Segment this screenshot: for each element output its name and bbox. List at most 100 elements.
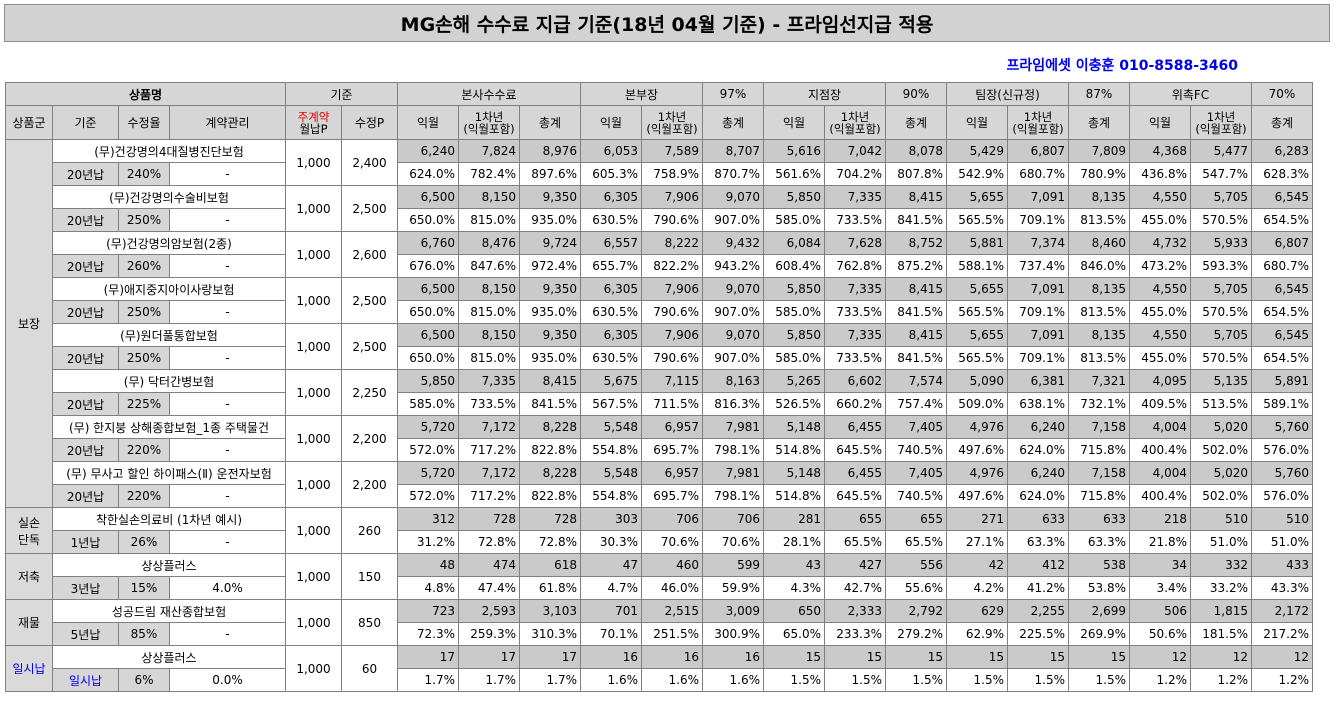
commission-amount: 6,760 [397, 231, 459, 255]
commission-pct: 63.3% [1068, 530, 1130, 554]
header-year1-bottom: (익월포함) [463, 121, 515, 136]
commission-amount: 5,720 [397, 461, 459, 485]
commission-amount: 6,545 [1251, 185, 1313, 209]
commission-pct: 935.0% [519, 208, 581, 232]
product-row: 일시납 상상플러스 1,000 60 17 17 17 16 16 16 15 15 15 15 15 15 1… [5, 645, 1313, 692]
header-year1-top: 1차년 [657, 109, 687, 124]
commission-pct: 72.8% [519, 530, 581, 554]
commission-pct: 4.3% [763, 576, 825, 600]
commission-pct: 655.7% [580, 254, 642, 278]
contract-mgmt: - [169, 300, 286, 324]
commission-amount: 5,090 [946, 369, 1008, 393]
commission-pct: 654.5% [1251, 208, 1313, 232]
commission-pct: 70.1% [580, 622, 642, 646]
product-name: (무) 닥터간병보험 [52, 369, 286, 393]
header-group-team: 팀장(신규정) [946, 82, 1069, 106]
commission-pct: 1.5% [1068, 668, 1130, 692]
commission-amount: 8,752 [885, 231, 947, 255]
commission-amount: 460 [641, 553, 703, 577]
commission-amount: 5,265 [763, 369, 825, 393]
adjusted-premium: 2,400 [341, 139, 398, 186]
fee-rate: 240% [118, 162, 170, 186]
commission-pct: 279.2% [885, 622, 947, 646]
commission-amount: 6,500 [397, 185, 459, 209]
commission-amount: 8,415 [885, 323, 947, 347]
commission-amount: 6,283 [1251, 139, 1313, 163]
header-group-fc-pct: 70% [1251, 82, 1313, 106]
commission-amount: 8,707 [702, 139, 764, 163]
commission-pct: 42.7% [824, 576, 886, 600]
commission-amount: 6,455 [824, 461, 886, 485]
main-contract-premium: 1,000 [285, 323, 342, 370]
commission-amount: 303 [580, 507, 642, 531]
commission-pct: 233.3% [824, 622, 886, 646]
header-group-division: 본부장 [580, 82, 703, 106]
commission-pct: 1.6% [580, 668, 642, 692]
commission-amount: 5,429 [946, 139, 1008, 163]
commission-amount: 7,091 [1007, 185, 1069, 209]
product-row: 실손 단독 착한실손의료비 (1차년 예시) 1,000 260 312 728 728 30… [5, 507, 1313, 554]
commission-pct: 436.8% [1129, 162, 1191, 186]
commission-pct: 554.8% [580, 484, 642, 508]
product-name: 상상플러스 [52, 553, 286, 577]
commission-pct: 695.7% [641, 484, 703, 508]
commission-pct: 695.7% [641, 438, 703, 462]
payment-term: 20년납 [52, 162, 119, 186]
header-group-branch-pct: 90% [885, 82, 947, 106]
commission-amount: 7,335 [824, 277, 886, 301]
product-row-pct: 20년납 260% - 676.0% 847.6% 972.4% 655.7% 822.2% 9… [6, 254, 1313, 278]
commission-pct: 70.6% [702, 530, 764, 554]
commission-amount: 6,957 [641, 415, 703, 439]
commission-pct: 43.3% [1251, 576, 1313, 600]
commission-amount: 15 [1007, 645, 1069, 669]
commission-amount: 7,172 [458, 461, 520, 485]
commission-amount: 6,602 [824, 369, 886, 393]
commission-amount: 16 [580, 645, 642, 669]
header-row-2: 상품군 기준 수정율 계약관리 주계약 월납P 수정P 익월 1차년 (익월포함) 총… [5, 105, 1313, 140]
commission-pct: 51.0% [1251, 530, 1313, 554]
commission-amount: 3,009 [702, 599, 764, 623]
product-row-pct: 20년납 220% -572.0% 717.2% 822.8% 554.8% 695.7% 7… [6, 484, 1313, 508]
commission-amount: 6,053 [580, 139, 642, 163]
commission-amount: 6,557 [580, 231, 642, 255]
commission-amount: 12 [1251, 645, 1313, 669]
commission-amount: 4,004 [1129, 461, 1191, 485]
product-row: (무)건강명의암보험(2종) 1,000 2,600 6,760 8,476 9,724 6… [6, 231, 1313, 278]
commission-pct: 53.8% [1068, 576, 1130, 600]
commission-amount: 4,550 [1129, 185, 1191, 209]
commission-amount: 8,476 [458, 231, 520, 255]
commission-amount: 5,881 [946, 231, 1008, 255]
header-adjusted-p: 수정P [341, 105, 398, 140]
header-year1: 1차년 (익월포함) [458, 105, 520, 140]
commission-pct: 181.5% [1190, 622, 1252, 646]
header-category: 상품군 [5, 105, 53, 140]
commission-amount: 474 [458, 553, 520, 577]
commission-pct: 455.0% [1129, 208, 1191, 232]
commission-amount: 7,158 [1068, 415, 1130, 439]
category-cell: 저축 [5, 553, 53, 600]
adjusted-premium: 150 [341, 553, 398, 600]
commission-pct: 1.2% [1129, 668, 1191, 692]
commission-amount: 8,135 [1068, 277, 1130, 301]
commission-amount: 7,335 [824, 323, 886, 347]
commission-amount: 7,374 [1007, 231, 1069, 255]
payment-term: 20년납 [52, 346, 119, 370]
commission-pct: 1.2% [1190, 668, 1252, 692]
commission-amount: 12 [1190, 645, 1252, 669]
commission-pct: 50.6% [1129, 622, 1191, 646]
commission-amount: 47 [580, 553, 642, 577]
header-month1: 익월 [1129, 105, 1191, 140]
commission-pct: 576.0% [1251, 438, 1313, 462]
commission-pct: 63.3% [1007, 530, 1069, 554]
commission-pct: 733.5% [458, 392, 520, 416]
commission-amount: 6,807 [1251, 231, 1313, 255]
commission-amount: 4,550 [1129, 277, 1191, 301]
commission-amount: 17 [458, 645, 520, 669]
commission-amount: 5,675 [580, 369, 642, 393]
commission-pct: 589.1% [1251, 392, 1313, 416]
commission-pct: 1.5% [885, 668, 947, 692]
commission-amount: 7,091 [1007, 323, 1069, 347]
product-row: (무)건강명의수술비보험 1,000 2,500 6,500 8,150 9,350 6,3… [6, 185, 1313, 232]
commission-pct: 576.0% [1251, 484, 1313, 508]
commission-pct: 269.9% [1068, 622, 1130, 646]
